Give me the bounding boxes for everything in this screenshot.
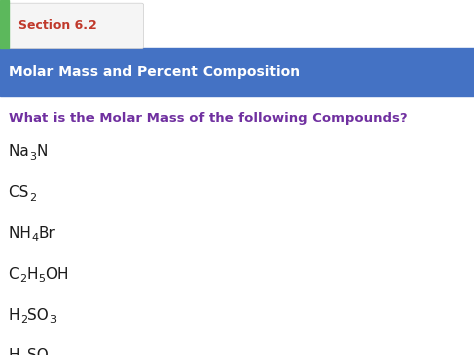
Text: NH: NH	[9, 226, 31, 241]
Text: Na: Na	[9, 144, 29, 159]
Text: 2: 2	[19, 274, 26, 284]
Text: SO: SO	[27, 307, 49, 322]
Text: 5: 5	[38, 274, 45, 284]
Text: Section 6.2: Section 6.2	[18, 19, 97, 32]
Text: Br: Br	[38, 226, 55, 241]
Text: CS: CS	[9, 185, 29, 200]
Text: 2: 2	[29, 192, 36, 202]
Text: C: C	[9, 267, 19, 282]
Text: H: H	[9, 348, 20, 355]
Text: H: H	[9, 307, 20, 322]
FancyBboxPatch shape	[6, 3, 144, 49]
Bar	[0, 48, 474, 96]
Text: H: H	[26, 267, 38, 282]
Text: 2: 2	[20, 315, 27, 325]
Text: OH: OH	[45, 267, 68, 282]
Text: Molar Mass and Percent Composition: Molar Mass and Percent Composition	[9, 65, 301, 79]
Text: 4: 4	[31, 233, 38, 243]
Text: 3: 3	[29, 152, 36, 162]
Text: What is the Molar Mass of the following Compounds?: What is the Molar Mass of the following …	[9, 113, 407, 125]
Text: 3: 3	[49, 315, 56, 325]
Text: SO: SO	[27, 348, 49, 355]
Text: N: N	[36, 144, 48, 159]
Bar	[0, 0, 9, 48]
